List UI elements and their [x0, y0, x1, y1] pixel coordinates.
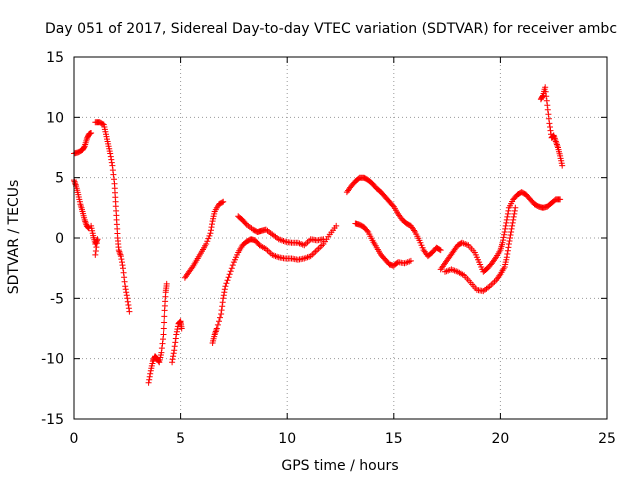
data-point	[110, 171, 117, 178]
data-point	[145, 379, 152, 386]
y-tick-label: 5	[55, 171, 64, 187]
data-point	[178, 325, 185, 332]
data-point	[218, 307, 225, 314]
data-point	[124, 298, 131, 305]
grid-lines	[74, 57, 607, 419]
data-point	[364, 227, 371, 234]
y-tick-label: 0	[55, 231, 64, 247]
y-tick-label: 15	[46, 50, 64, 66]
y-tick-label: -5	[50, 291, 64, 307]
data-point	[160, 331, 167, 338]
data-point	[213, 325, 220, 332]
data-point	[222, 283, 229, 290]
data-point	[559, 162, 566, 169]
data-point	[81, 144, 88, 151]
data-point	[161, 313, 168, 320]
data-point	[512, 204, 519, 211]
data-point	[126, 308, 133, 315]
data-point	[220, 198, 227, 205]
data-point	[436, 246, 443, 253]
data-point	[333, 222, 340, 229]
data-point	[205, 235, 212, 242]
x-tick-label: 25	[598, 431, 616, 447]
data-point	[504, 213, 511, 220]
data-point	[226, 271, 233, 278]
data-point	[160, 325, 167, 332]
data-point	[501, 231, 508, 238]
data-point	[228, 265, 235, 272]
data-point	[161, 319, 168, 326]
data-point	[217, 314, 223, 321]
x-tick-label: 5	[176, 431, 185, 447]
data-point	[499, 239, 506, 246]
data-point	[120, 265, 126, 272]
data-point	[320, 236, 327, 243]
y-tick-label: -15	[41, 412, 64, 428]
data-point	[163, 280, 170, 287]
axis-ticks: 0 5 10 15 20 25 -15 -10 -5 0 5 10 15	[41, 50, 616, 447]
data-point	[147, 370, 154, 377]
x-tick-label: 0	[70, 431, 79, 447]
x-tick-label: 20	[491, 431, 509, 447]
y-axis-label: SDTVAR / TECUs	[6, 180, 22, 295]
data-point	[220, 295, 227, 302]
x-tick-label: 15	[385, 431, 403, 447]
data-point	[229, 262, 236, 269]
data-point	[504, 251, 511, 257]
data-point	[219, 199, 226, 206]
data-point	[207, 230, 214, 237]
data-point	[92, 248, 99, 254]
data-point	[505, 241, 512, 247]
x-axis-label: GPS time / hours	[281, 458, 398, 474]
data-point	[223, 280, 230, 287]
chart-title: Day 051 of 2017, Sidereal Day-to-day VTE…	[45, 21, 617, 37]
y-tick-label: -10	[41, 352, 64, 368]
data-point	[88, 130, 95, 136]
data-point	[544, 106, 551, 113]
data-point	[224, 277, 231, 284]
data-point	[118, 256, 125, 263]
data-point	[209, 221, 215, 228]
data-point	[225, 274, 232, 281]
x-tick-label: 10	[278, 431, 296, 447]
y-tick-label: 10	[46, 110, 64, 126]
data-point	[557, 196, 564, 203]
data-point	[170, 353, 177, 360]
data-point	[543, 93, 550, 100]
data-point	[546, 120, 553, 127]
data-point	[510, 213, 517, 220]
data-point	[108, 159, 115, 166]
data-point	[92, 251, 99, 258]
data-points	[71, 84, 566, 386]
data-point	[502, 222, 509, 229]
data-point	[437, 247, 444, 254]
data-point	[94, 236, 101, 243]
data-point	[227, 268, 234, 275]
data-point	[507, 232, 514, 238]
data-point	[407, 257, 414, 264]
data-point	[509, 222, 516, 229]
data-point	[121, 278, 128, 285]
data-point	[171, 343, 178, 350]
data-point	[107, 150, 114, 157]
data-point	[158, 345, 165, 352]
data-point	[123, 289, 130, 296]
data-point	[203, 241, 210, 247]
data-point	[214, 321, 221, 328]
data-point	[204, 238, 211, 245]
data-point	[221, 286, 228, 293]
data-point	[173, 331, 180, 338]
data-point	[216, 318, 222, 325]
data-point	[206, 232, 213, 239]
